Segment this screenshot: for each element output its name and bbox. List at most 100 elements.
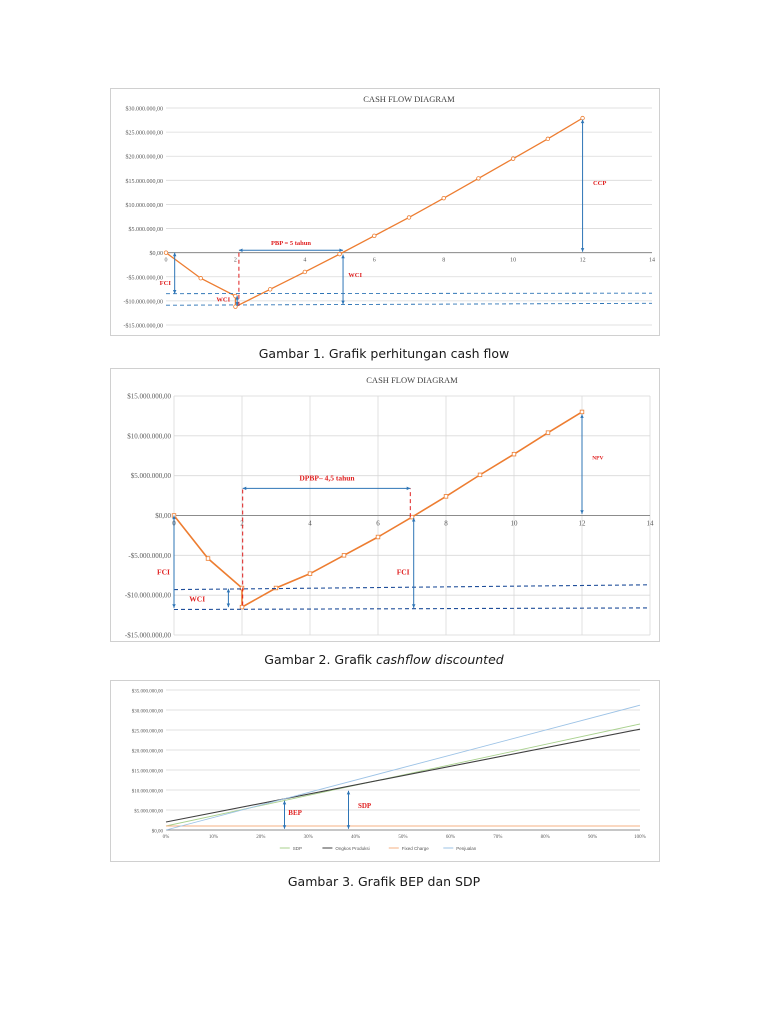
- x-tick-label: 60%: [446, 835, 455, 840]
- data-point: [273, 585, 279, 591]
- wci-arrow-head: [235, 302, 239, 306]
- x-tick-label: 4: [303, 258, 306, 264]
- chart-title: CASH FLOW DIAGRAM: [363, 94, 455, 104]
- y-tick-label: -$5.000.000,00: [128, 552, 171, 560]
- pbp-arrow-head: [339, 248, 344, 252]
- data-point: [239, 585, 245, 591]
- pbp-arrow-head: [238, 248, 243, 252]
- data-point: [511, 451, 517, 457]
- y-tick-label: $35.000.000,00: [132, 690, 164, 695]
- data-point: [239, 604, 245, 610]
- y-tick-label: $15.000.000,00: [132, 770, 164, 775]
- x-tick-label: 8: [442, 258, 445, 264]
- fci-arrow-head: [172, 252, 177, 257]
- caption-figure-2-italic: cashflow discounted: [376, 652, 504, 667]
- x-tick-label: 80%: [541, 835, 550, 840]
- data-point: [233, 293, 238, 299]
- x-tick-label: 8: [444, 520, 448, 528]
- data-point: [375, 534, 381, 540]
- y-tick-label: $25.000.000,00: [126, 130, 164, 137]
- caption-figure-1: Gambar 1. Grafik perhitungan cash flow: [0, 346, 768, 361]
- data-point: [545, 430, 551, 435]
- data-point: [443, 494, 449, 499]
- ccp-label: CCP: [593, 180, 606, 187]
- caption-figure-2: Gambar 2. Grafik cashflow discounted: [0, 652, 768, 667]
- ccp-arrow-head: [580, 119, 585, 124]
- y-tick-label: $25.000.000,00: [132, 730, 164, 735]
- data-point: [580, 115, 585, 121]
- sdp-arrow-head: [346, 825, 351, 829]
- y-tick-label: $0,00: [150, 250, 164, 257]
- chart-title: CASH FLOW DIAGRAM: [366, 375, 458, 385]
- x-tick-label: 50%: [398, 835, 407, 840]
- caption-figure-2-text: Gambar 2. Grafik: [264, 652, 376, 667]
- x-tick-label: 2: [234, 258, 237, 264]
- data-point: [267, 287, 273, 292]
- wci-arrow-head: [235, 296, 239, 300]
- y-tick-label: $0,00: [152, 830, 164, 835]
- data-point: [337, 251, 342, 257]
- y-tick-label: $20.000.000,00: [126, 154, 164, 161]
- data-point: [372, 233, 377, 238]
- legend-entry: SDP: [293, 846, 302, 851]
- data-point: [406, 215, 412, 220]
- cashflow-chart-panel: -$15.000.000,00 -$10.000.000,00 -$5.000.00…: [110, 88, 660, 336]
- data-point: [233, 304, 238, 309]
- y-tick-label: -$5.000.000,00: [127, 274, 164, 281]
- legend-entry: Fixed Charge: [402, 846, 430, 851]
- series-line: [165, 117, 583, 308]
- x-tick-label: 70%: [493, 835, 502, 840]
- bep-label: BEP: [288, 809, 302, 817]
- y-tick-label: $10.000.000,00: [127, 432, 171, 440]
- wci-label: WCI: [216, 296, 230, 303]
- npv-label: NPV: [592, 456, 603, 462]
- dpbp-arrow-head: [242, 486, 247, 491]
- data-point: [302, 269, 308, 275]
- data-point: [477, 472, 483, 478]
- data-point: [198, 276, 203, 281]
- x-tick-label: 10%: [209, 835, 218, 840]
- x-tick-label: 10: [511, 520, 519, 528]
- x-tick-label: 12: [579, 520, 587, 528]
- data-point: [545, 136, 551, 142]
- x-tick-label: 40%: [351, 835, 360, 840]
- data-point: [341, 553, 347, 558]
- x-tick-label: 100%: [634, 835, 646, 840]
- legend-entry: Penjualan: [456, 846, 477, 851]
- npv-arrow-head: [580, 414, 584, 418]
- dpbp-arrow-head: [406, 486, 411, 491]
- pbp-height-arrow-head: [341, 254, 345, 259]
- legend-entry: Ongkos Produksi: [335, 846, 369, 851]
- y-tick-label: $15.000.000,00: [127, 393, 171, 401]
- y-tick-label: $5.000.000,00: [134, 810, 163, 815]
- y-tick-label: $10.000.000,00: [132, 790, 164, 795]
- fci-label: FCI: [160, 280, 172, 287]
- npv-arrow-head: [580, 510, 584, 514]
- series-line: [165, 723, 641, 827]
- x-tick-label: 90%: [588, 835, 597, 840]
- fci-reference-line: [173, 607, 651, 611]
- wci-arrow-head: [226, 603, 231, 608]
- y-tick-label: -$10.000.000,00: [125, 592, 172, 600]
- x-tick-label: 10: [510, 258, 516, 264]
- fci-arrow-head: [172, 290, 177, 294]
- wci-label: WCI: [189, 595, 205, 604]
- pbp-label: PBP = 5 tahun: [271, 240, 311, 247]
- cashflow-chart: -$15.000.000,00 -$10.000.000,00 -$5.000.00…: [124, 94, 656, 330]
- dpbp-label: DPBP– 4,5 tahun: [299, 473, 355, 482]
- fci-arrow-head: [172, 515, 176, 520]
- data-point: [510, 156, 516, 161]
- sdp-arrow-head: [346, 790, 351, 795]
- y-tick-label: $0,00: [155, 512, 171, 520]
- bep-arrow-head: [282, 825, 287, 829]
- data-point: [163, 250, 169, 255]
- x-tick-label: 14: [649, 258, 655, 264]
- y-tick-label: $5.000.000,00: [131, 472, 172, 480]
- data-point: [307, 571, 313, 576]
- ccp-arrow-head: [580, 248, 585, 252]
- pbp-height-arrow-head: [341, 300, 345, 305]
- data-point: [579, 409, 585, 415]
- y-tick-label: $20.000.000,00: [132, 750, 164, 755]
- y-tick-label: $30.000.000,00: [132, 710, 164, 715]
- data-point: [441, 195, 446, 201]
